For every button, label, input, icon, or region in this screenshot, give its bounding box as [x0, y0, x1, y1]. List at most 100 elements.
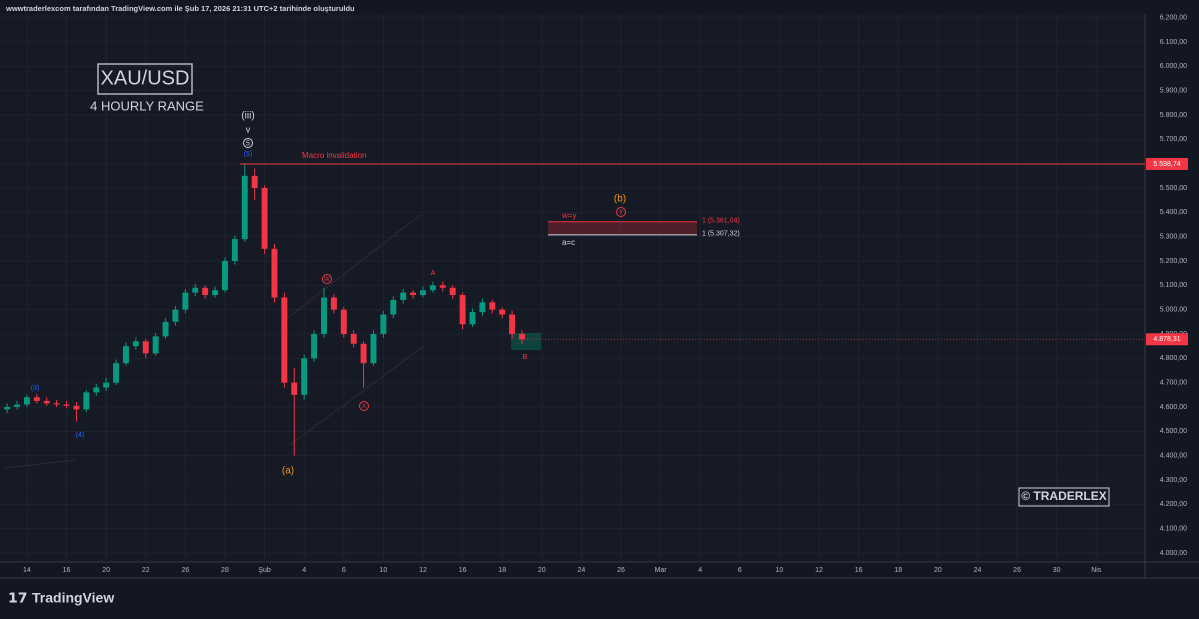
- candle-body: [449, 287, 456, 296]
- watermark: © TRADERLEX: [1021, 489, 1107, 503]
- x-tick-label: 10: [379, 567, 387, 574]
- candle-body: [420, 290, 426, 296]
- candle-body: [33, 397, 40, 401]
- y-tick-label: 5.100,00: [1160, 282, 1187, 289]
- candle-body: [479, 302, 486, 313]
- x-tick-label: 10: [776, 567, 784, 574]
- y-tick-label: 4.200,00: [1160, 501, 1187, 508]
- logo: 𝟭𝟳 TradingView: [8, 590, 114, 606]
- candle-body: [271, 248, 278, 298]
- candle-body: [43, 400, 50, 404]
- fib-zone: [548, 221, 697, 235]
- x-tick-label: 4: [302, 567, 306, 574]
- candle-body: [489, 302, 496, 310]
- candle-body: [321, 297, 327, 334]
- candle-body: [360, 343, 367, 364]
- candle-body: [281, 297, 288, 383]
- x-tick-label: 28: [221, 567, 229, 574]
- candle-body: [103, 382, 110, 388]
- candle-body: [261, 187, 268, 249]
- fib-label: 1 (5.361,04): [702, 218, 740, 225]
- header: wwwtraderlexcom tarafından TradingView.c…: [5, 4, 355, 13]
- wave-circle: [359, 401, 369, 411]
- x-tick-label: 16: [63, 567, 71, 574]
- candle-body: [93, 387, 100, 393]
- candle-body: [469, 312, 476, 325]
- candle-body: [73, 405, 80, 410]
- wave-label: B: [523, 354, 528, 361]
- x-tick-label: 30: [1053, 567, 1061, 574]
- candle-body: [23, 397, 30, 405]
- y-tick-label: 5.800,00: [1160, 112, 1187, 119]
- candle-body: [162, 321, 169, 337]
- candle-body: [241, 175, 248, 240]
- candle-body: [459, 295, 466, 325]
- candle-body: [113, 363, 120, 383]
- candle-body: [182, 292, 189, 310]
- candle-body: [152, 336, 159, 354]
- x-tick-label: 18: [894, 567, 902, 574]
- plot-area: [0, 14, 1145, 562]
- candle-body: [509, 314, 516, 334]
- candle-body: [301, 358, 308, 395]
- y-tick-label: 4.100,00: [1160, 526, 1187, 533]
- x-tick-label: 20: [934, 567, 942, 574]
- x-tick-label: 24: [974, 567, 982, 574]
- x-tick-label: Mar: [655, 567, 668, 574]
- y-tick-label: 4.700,00: [1160, 380, 1187, 387]
- invalidation-label: 5.598,74: [1153, 161, 1180, 168]
- x-tick-label: 22: [142, 567, 150, 574]
- y-tick-label: 6.200,00: [1160, 14, 1187, 21]
- candle-body: [499, 309, 506, 315]
- target-box: [511, 333, 541, 350]
- y-tick-label: 4.000,00: [1160, 550, 1187, 557]
- wave-label: (a): [282, 466, 294, 477]
- candle-body: [350, 333, 357, 344]
- candle-body: [63, 404, 70, 406]
- x-tick-label: 18: [498, 567, 506, 574]
- candle-body: [429, 285, 436, 291]
- channel-line: [289, 344, 426, 446]
- wave-label: (iii): [241, 111, 254, 122]
- y-tick-label: 4.500,00: [1160, 428, 1187, 435]
- title-box: [97, 63, 193, 95]
- channel-line: [284, 214, 421, 321]
- y-tick-label: 5.700,00: [1160, 136, 1187, 143]
- x-tick-label: 12: [815, 567, 823, 574]
- wave-circle: [616, 207, 626, 217]
- y-tick-label: 5.900,00: [1160, 87, 1187, 94]
- y-tick-label: 5.300,00: [1160, 233, 1187, 240]
- y-tick-label: 4.300,00: [1160, 477, 1187, 484]
- x-tick-label: 16: [459, 567, 467, 574]
- candle-body: [410, 292, 417, 296]
- y-tick-label: 5.400,00: [1160, 209, 1187, 216]
- candle-body: [122, 346, 129, 364]
- candle-body: [251, 175, 258, 188]
- candle-body: [340, 309, 347, 334]
- y-tick-label: 5.000,00: [1160, 307, 1187, 314]
- wave-label: W: [324, 277, 330, 283]
- x-tick-label: 12: [419, 567, 427, 574]
- candle-body: [330, 297, 337, 310]
- wave-label: (b): [614, 194, 626, 205]
- x-tick-label: 6: [738, 567, 742, 574]
- candle-body: [142, 341, 149, 354]
- candle-body: [53, 403, 60, 405]
- candle-body: [439, 285, 446, 288]
- wave-label: w=y: [561, 211, 576, 220]
- y-tick-label: 4.600,00: [1160, 404, 1187, 411]
- candle-body: [380, 314, 387, 334]
- y-tick-label: 5.500,00: [1160, 185, 1187, 192]
- candle-body: [4, 406, 11, 410]
- wave-label: (3): [31, 385, 40, 392]
- x-tick-label: 14: [23, 567, 31, 574]
- invalidation-name: Macro invalidation: [302, 151, 366, 160]
- wave-label: (4): [76, 432, 85, 439]
- title: XAU/USD: [101, 67, 190, 89]
- wave-label: X: [362, 404, 366, 410]
- candle-body: [132, 341, 139, 347]
- candle-body: [370, 333, 377, 364]
- y-tick-label: 6.000,00: [1160, 63, 1187, 70]
- x-tick-label: 24: [578, 567, 586, 574]
- candle-body: [172, 309, 179, 322]
